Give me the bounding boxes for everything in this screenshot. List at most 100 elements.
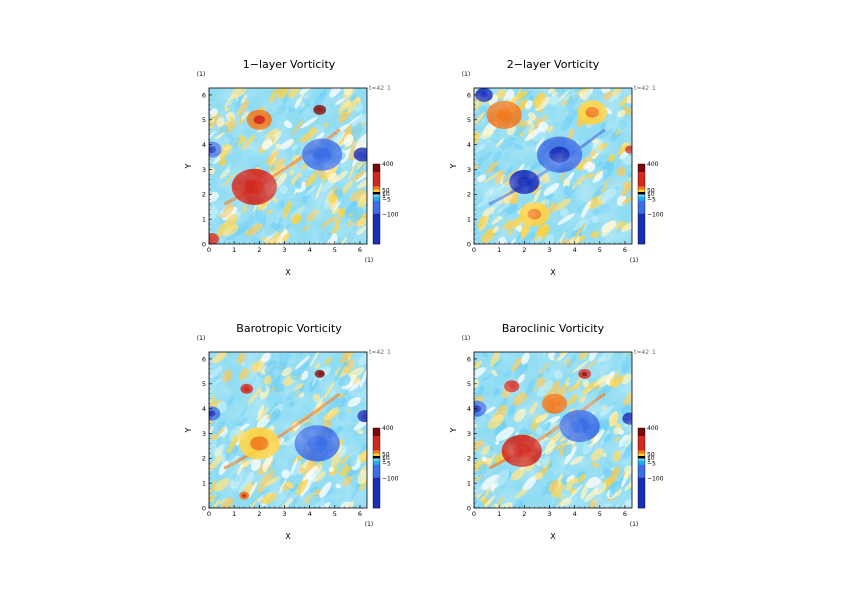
y-unit-label: (1)	[197, 335, 206, 342]
x-tick-label: 4	[308, 510, 312, 518]
y-tick-label: 1	[467, 215, 471, 223]
x-tick-label: 0	[472, 246, 476, 254]
plot-frame	[473, 87, 633, 245]
x-tick-label: 1	[497, 246, 501, 254]
colorbar-band	[638, 164, 645, 173]
time-label: t=42	[634, 349, 649, 356]
vorticity-field	[209, 352, 367, 508]
y-tick-label: 0	[467, 504, 471, 512]
panel-title: Barotropic Vorticity	[236, 322, 342, 335]
y-tick-label: 3	[202, 166, 206, 174]
panel-baroclinic-vorticity: Baroclinic Vorticity 0 1 2 3 4 5 6 0 1 2 3 4 5 6 X Y (1) (…	[449, 322, 664, 541]
x-tick-label: 1	[232, 510, 236, 518]
turbulence-overlay	[474, 88, 632, 244]
x-axis-label: X	[550, 268, 556, 277]
y-tick-label: 4	[202, 405, 206, 413]
panel-title: 2−layer Vorticity	[507, 58, 600, 71]
y-tick-label: 4	[202, 141, 206, 149]
y-tick-label: 4	[467, 405, 471, 413]
colorbar-label: 10	[647, 455, 655, 462]
colorbar-band	[373, 453, 380, 457]
colorbar-band	[638, 172, 645, 187]
turbulence-overlay	[209, 88, 367, 244]
colorbar-label: 50	[382, 188, 390, 195]
panel-title: 1−layer Vorticity	[243, 58, 336, 71]
colorbar-label: 1	[382, 193, 386, 200]
time-label: t=42	[634, 85, 649, 92]
x-axis-label: X	[285, 532, 291, 541]
y-tick-label: 0	[202, 240, 206, 248]
x-tick-label: 5	[598, 246, 602, 254]
y-unit-label: (1)	[462, 335, 471, 342]
x-tick-label: 4	[573, 246, 577, 254]
y-tick-label: 3	[202, 430, 206, 438]
x-tick-label: 2	[257, 246, 261, 254]
colorbar-band	[373, 460, 380, 466]
colorbar-label: 400	[647, 161, 659, 168]
vorticity-field	[209, 88, 367, 244]
y-tick-label: 2	[202, 455, 206, 463]
time-label: t=42	[369, 85, 384, 92]
y-axis-label: Y	[184, 163, 193, 169]
y-tick-label: 3	[467, 430, 471, 438]
colorbar-label: 50	[647, 452, 655, 459]
y-tick-label: 6	[202, 91, 206, 99]
colorbar-band	[373, 213, 380, 245]
x-tick-label: 4	[573, 510, 577, 518]
colorbar-band	[638, 194, 645, 198]
colorbar-band	[638, 450, 645, 454]
colorbar-band	[638, 436, 645, 451]
colorbar-band	[638, 458, 645, 462]
x-tick-label: 6	[623, 246, 627, 254]
colorbar-band	[373, 189, 380, 193]
colorbar-band	[373, 196, 380, 202]
colorbar-label: 50	[382, 452, 390, 459]
y-tick-label: 1	[467, 479, 471, 487]
colorbar-label: 400	[647, 425, 659, 432]
colorbar-band	[638, 477, 645, 509]
x-tick-label: 3	[547, 510, 551, 518]
colorbar-band	[373, 194, 380, 198]
colorbar-band	[638, 464, 645, 478]
colorbar-label: −100	[382, 212, 399, 219]
y-axis-label: Y	[449, 427, 458, 433]
y-tick-label: 2	[202, 191, 206, 199]
time-suffix: 1	[652, 349, 656, 356]
colorbar-band	[638, 453, 645, 457]
y-axis-label: Y	[184, 427, 193, 433]
y-axis-label: Y	[449, 163, 458, 169]
colorbar-band	[373, 164, 380, 173]
colorbar-band	[638, 196, 645, 202]
x-tick-label: 5	[333, 246, 337, 254]
colorbar-band	[638, 213, 645, 245]
colorbar-label: −5	[382, 460, 391, 467]
colorbar-band	[373, 477, 380, 509]
colorbar-label: 10	[647, 191, 655, 198]
colorbar-label: 1	[647, 193, 651, 200]
colorbar-band	[373, 428, 380, 437]
x-tick-label: 5	[333, 510, 337, 518]
y-tick-label: 0	[202, 504, 206, 512]
colorbar-band	[638, 186, 645, 190]
y-tick-label: 2	[467, 455, 471, 463]
panel-2-layer-vorticity: 2−layer Vorticity 0 1 2 3 4 5 6 0 1 2 3 4 5 6 X Y (1) (1) t…	[449, 58, 664, 277]
time-suffix: 1	[387, 349, 391, 356]
x-tick-label: 2	[257, 510, 261, 518]
time-suffix: 1	[652, 85, 656, 92]
x-tick-label: 6	[623, 510, 627, 518]
y-unit-label: (1)	[462, 71, 471, 78]
colorbar-band	[373, 458, 380, 462]
y-tick-label: 5	[467, 380, 471, 388]
colorbar-frame	[637, 163, 646, 245]
x-tick-label: 5	[598, 510, 602, 518]
colorbar-label: 400	[382, 425, 394, 432]
y-tick-label: 3	[467, 166, 471, 174]
x-tick-label: 1	[232, 246, 236, 254]
y-tick-label: 5	[202, 380, 206, 388]
colorbar-band	[638, 189, 645, 193]
colorbar-band	[373, 200, 380, 214]
